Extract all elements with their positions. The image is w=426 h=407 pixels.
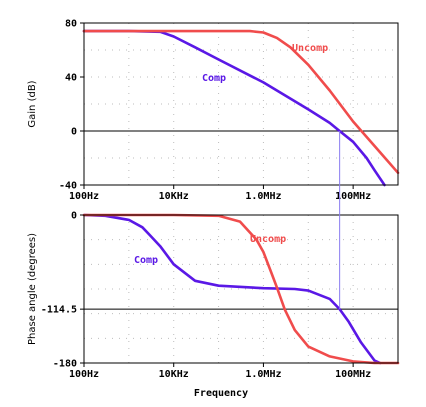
- phase-x-axis-label: Frequency: [194, 388, 248, 399]
- phase-y-tick-label: -180: [53, 359, 77, 370]
- gain-y-axis-label: Gain (dB): [27, 80, 38, 127]
- gain-comp-label: Comp: [202, 73, 226, 84]
- gain-panel: 80 40 0 -40 100Hz 10KHz 1.0MHz 100MHz Gain (dB…: [27, 19, 400, 202]
- gain-grid: [83, 23, 399, 185]
- gain-comp-line: [82, 29, 386, 187]
- gain-y-tick-label: -40: [59, 181, 77, 192]
- phase-comp-line: [82, 213, 382, 365]
- gain-y-ticks: 80 40 0 -40: [59, 19, 84, 192]
- phase-y-axis-label: Phase angle (degrees): [27, 233, 38, 345]
- gain-plot-frame: [83, 22, 399, 186]
- phase-uncomp-label: Uncomp: [250, 234, 286, 245]
- phase-grid: [83, 215, 399, 363]
- phase-x-tick-label: 100MHz: [335, 369, 371, 380]
- phase-panel: 0 -114.5 -180 100Hz 10KHz 1.0MHz 100MHz Phase…: [27, 211, 400, 399]
- phase-series-group: [82, 213, 400, 365]
- gain-uncomp-label: Uncomp: [292, 43, 328, 54]
- phase-y-tick-label: -114.5: [41, 305, 77, 316]
- gain-x-tick-label: 1.0MHz: [245, 191, 281, 202]
- phase-comp-label: Comp: [134, 255, 158, 266]
- phase-x-tick-label: 100Hz: [69, 369, 99, 380]
- phase-uncomp-line: [82, 213, 400, 365]
- gain-y-tick-label: 40: [65, 73, 77, 84]
- gain-uncomp-line: [82, 29, 400, 175]
- gain-y-tick-label: 0: [71, 127, 77, 138]
- phase-y-tick-label: 0: [71, 211, 77, 222]
- gain-x-ticks: 100Hz 10KHz 1.0MHz 100MHz: [69, 185, 371, 202]
- phase-y-ticks: 0 -114.5 -180: [41, 211, 84, 370]
- gain-x-tick-label: 100Hz: [69, 191, 99, 202]
- phase-plot-frame: [83, 214, 399, 364]
- phase-x-tick-label: 1.0MHz: [245, 369, 281, 380]
- gain-series-group: [82, 29, 400, 187]
- gain-x-tick-label: 100MHz: [335, 191, 371, 202]
- gain-x-tick-label: 10KHz: [159, 191, 189, 202]
- gain-y-tick-label: 80: [65, 19, 77, 30]
- phase-x-tick-label: 10KHz: [159, 369, 189, 380]
- phase-x-ticks: 100Hz 10KHz 1.0MHz 100MHz: [69, 363, 371, 380]
